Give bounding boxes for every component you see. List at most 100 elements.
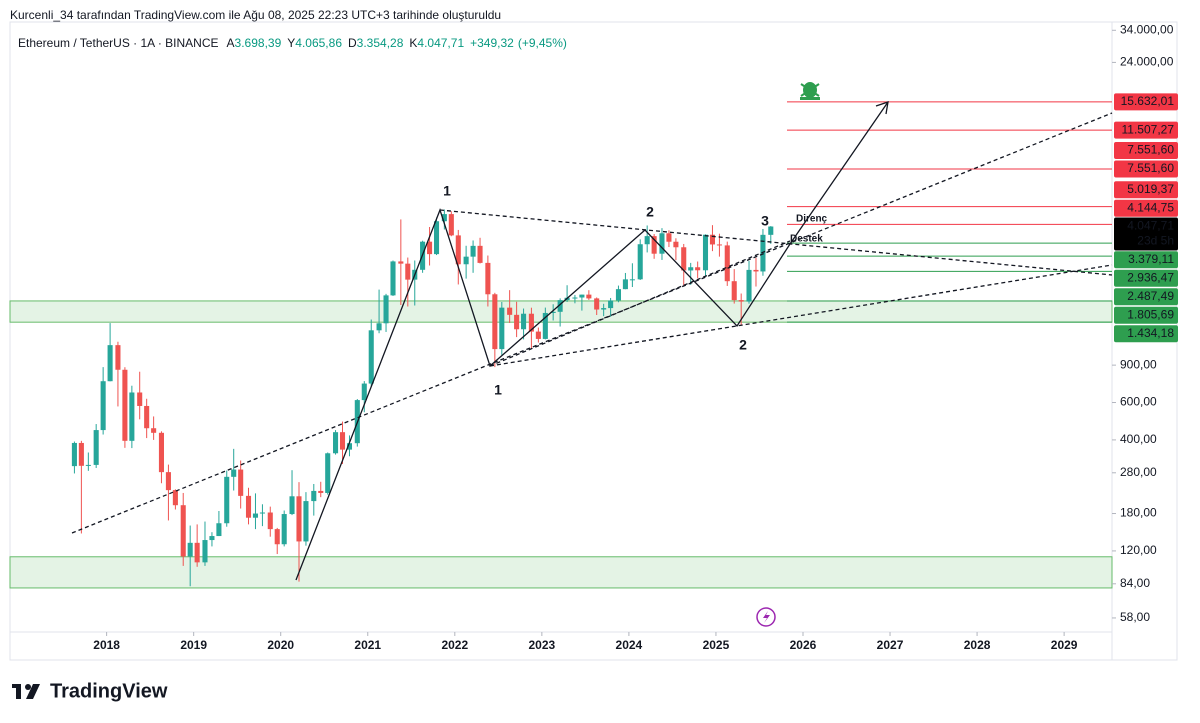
x-tick-label: 2020 — [267, 638, 294, 652]
candle-body — [557, 300, 563, 312]
candle-body — [499, 307, 505, 350]
y-tick-label: 84,00 — [1120, 576, 1150, 590]
annotation: 2 — [739, 337, 747, 353]
candle-body — [738, 300, 744, 302]
x-tick-label: 2019 — [180, 638, 207, 652]
candle-body — [644, 236, 650, 245]
candle-body — [594, 298, 600, 310]
annotation: 1 — [443, 183, 451, 199]
candle-body — [608, 300, 614, 309]
wave-line — [295, 101, 889, 581]
price-tag — [1114, 251, 1178, 269]
candle-body — [629, 279, 635, 281]
candle-body — [245, 495, 252, 518]
candle-body — [550, 311, 556, 313]
candle-body — [441, 214, 447, 222]
x-tick-label: 2028 — [964, 638, 991, 652]
y-tick-label: 600,00 — [1120, 395, 1157, 409]
candle-body — [209, 536, 215, 541]
open-readout: 3.698,39 — [235, 36, 282, 50]
candle-body — [695, 267, 701, 271]
trend-line — [489, 240, 791, 367]
candle-body — [470, 245, 476, 257]
credit: Kurcenli_34 tarafından TradingView.com i… — [10, 8, 501, 22]
candle-body — [165, 472, 171, 491]
candle-body — [137, 392, 143, 406]
x-tick-label: 2021 — [354, 638, 381, 652]
price-tag-label: 4.144,75 — [1127, 200, 1174, 214]
x-tick-label: 2025 — [703, 638, 730, 652]
candle-body — [187, 542, 193, 557]
high-readout: 4.065,86 — [295, 36, 342, 50]
candle-body — [716, 244, 722, 246]
candle-body — [376, 323, 382, 331]
y-tick-label: 34.000,00 — [1120, 22, 1174, 36]
candle-body — [485, 262, 491, 295]
price-tag-label: 15.632,01 — [1121, 94, 1175, 108]
candle-body — [194, 542, 200, 563]
symbol: Ethereum / TetherUS · 1A · BINANCE — [18, 36, 219, 50]
candle-body — [267, 512, 273, 530]
candle-body — [666, 233, 672, 242]
price-tag — [1114, 160, 1178, 178]
price-tag — [1114, 142, 1178, 160]
candle-body — [535, 331, 541, 339]
candle-body — [318, 490, 324, 493]
price-tag — [1114, 325, 1178, 343]
candle-body — [455, 235, 461, 265]
candle-body — [180, 505, 186, 557]
candle-body — [216, 523, 222, 537]
candle-body — [659, 233, 665, 254]
x-tick-label: 2027 — [877, 638, 904, 652]
candle-body — [383, 295, 389, 324]
last-price-tag — [1114, 217, 1178, 251]
candle-body — [601, 308, 607, 310]
candle-body — [579, 294, 585, 298]
candle-body — [339, 432, 346, 450]
time-axis: 2018 2019 2020 2021 2022 2023 2024 2025 2026 2027… — [93, 632, 1078, 652]
zone — [9, 556, 1113, 589]
candle-body — [702, 234, 709, 271]
low-readout: 3.354,28 — [357, 36, 404, 50]
candle-body — [151, 428, 157, 433]
y-tick-label: 120,00 — [1120, 543, 1157, 557]
zones — [9, 300, 1113, 589]
x-tick-label: 2022 — [441, 638, 468, 652]
candle-body — [71, 442, 77, 467]
price-tags: 4.144,75 5.019,37 7.551,60 7.551,60 11.507,2… — [1114, 93, 1178, 343]
price-tag — [1114, 288, 1178, 306]
candle-body — [688, 267, 694, 271]
candle-body — [289, 496, 295, 515]
candle-body — [78, 442, 84, 466]
candle-body — [398, 261, 404, 264]
x-tick-label: 2023 — [528, 638, 555, 652]
candle-body — [224, 476, 230, 524]
candle-body — [144, 405, 150, 429]
annotation: Destek — [790, 234, 823, 245]
price-tag-label: 11.507,27 — [1122, 122, 1175, 136]
candle-body — [753, 269, 759, 272]
annotation: Direnç — [796, 214, 828, 225]
candles — [71, 209, 774, 587]
candle-body — [521, 313, 527, 330]
prefix: Y — [287, 36, 295, 50]
y-tick-label: 280,00 — [1120, 465, 1157, 479]
candle-body — [122, 369, 128, 441]
annotation: 3 — [761, 213, 769, 229]
price-tag — [1114, 121, 1178, 139]
x-tick-label: 2029 — [1051, 638, 1078, 652]
candle-body — [448, 214, 454, 236]
candle-body — [129, 392, 135, 441]
prefix: A — [227, 36, 235, 50]
prefix: D — [348, 36, 357, 50]
y-tick-label: 24.000,00 — [1120, 55, 1174, 69]
candle-body — [528, 313, 534, 332]
candle-body — [346, 443, 353, 450]
brand: TradingView — [50, 680, 168, 702]
candle-body — [651, 236, 657, 254]
trend-line — [439, 209, 1113, 276]
candle-body — [85, 464, 91, 466]
price-tag-label: 3.379,11 — [1128, 252, 1174, 266]
